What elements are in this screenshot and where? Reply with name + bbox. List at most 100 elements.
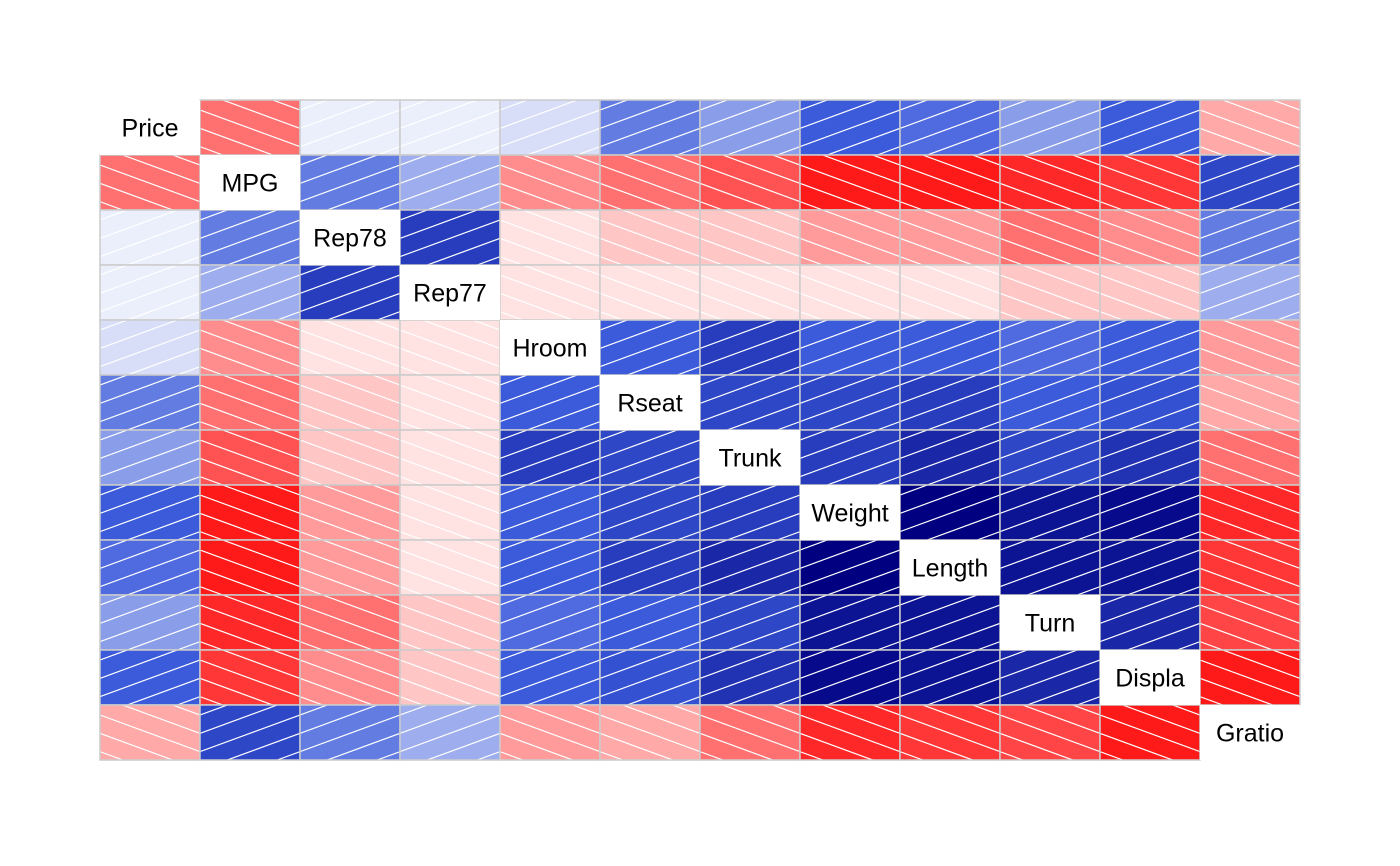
- cell-hatch-rep77-trunk: [699, 264, 801, 321]
- cell-hatch-gratio-rseat: [599, 704, 701, 761]
- cell-hatch-rep77-gratio: [1199, 264, 1301, 321]
- cell-hatch-displa-rep77: [399, 649, 501, 706]
- cell-hatch-price-hroom: [499, 99, 601, 156]
- cell-hatch-length-price: [99, 539, 201, 596]
- cell-hatch-turn-rseat: [599, 594, 701, 651]
- variable-label-rep78: Rep78: [313, 225, 387, 253]
- variable-label-mpg: MPG: [222, 170, 279, 198]
- cell-hatch-weight-price: [99, 484, 201, 541]
- cell-hatch-hroom-rseat: [599, 319, 701, 376]
- cell-hatch-gratio-weight: [799, 704, 901, 761]
- cell-hatch-hroom-length: [899, 319, 1001, 376]
- cell-hatch-rep78-gratio: [1199, 209, 1301, 266]
- cell-hatch-hroom-turn: [999, 319, 1101, 376]
- cell-hatch-length-displa: [1099, 539, 1201, 596]
- cell-hatch-rep77-rep78: [299, 264, 401, 321]
- cell-hatch-hroom-rep78: [299, 319, 401, 376]
- cell-hatch-turn-length: [899, 594, 1001, 651]
- cell-hatch-trunk-rep78: [299, 429, 401, 486]
- cell-hatch-rseat-turn: [999, 374, 1101, 431]
- cell-hatch-trunk-mpg: [199, 429, 301, 486]
- cell-hatch-mpg-price: [99, 154, 201, 211]
- diagonal-cell-hroom: [500, 320, 600, 375]
- cell-hatch-trunk-gratio: [1199, 429, 1301, 486]
- variable-label-rseat: Rseat: [617, 390, 682, 418]
- cell-hatch-length-hroom: [499, 539, 601, 596]
- cell-hatch-turn-rep77: [399, 594, 501, 651]
- cell-hatch-rseat-trunk: [699, 374, 801, 431]
- cell-hatch-hroom-gratio: [1199, 319, 1301, 376]
- cell-hatch-trunk-price: [99, 429, 201, 486]
- cell-hatch-rep77-length: [899, 264, 1001, 321]
- cell-hatch-rep78-hroom: [499, 209, 601, 266]
- cell-hatch-weight-rseat: [599, 484, 701, 541]
- cell-hatch-rep78-mpg: [199, 209, 301, 266]
- cell-hatch-weight-trunk: [699, 484, 801, 541]
- correlation-cells: [99, 99, 1301, 761]
- cell-hatch-turn-rep78: [299, 594, 401, 651]
- cell-hatch-weight-hroom: [499, 484, 601, 541]
- variable-label-length: Length: [912, 555, 988, 583]
- cell-hatch-weight-rep78: [299, 484, 401, 541]
- diagonal-cell-rep77: [400, 265, 500, 320]
- cell-hatch-rseat-mpg: [199, 374, 301, 431]
- diagonal-cell-trunk: [700, 430, 800, 485]
- cell-hatch-turn-gratio: [1199, 594, 1301, 651]
- cell-hatch-rep77-turn: [999, 264, 1101, 321]
- cell-hatch-displa-mpg: [199, 649, 301, 706]
- cell-hatch-gratio-rep77: [399, 704, 501, 761]
- cell-hatch-weight-mpg: [199, 484, 301, 541]
- variable-labels: Price MPG Rep78 Rep77 Hroom Rseat Trunk Weight L…: [100, 100, 1300, 760]
- diagonal-cell-rep78: [300, 210, 400, 265]
- variable-label-rep77: Rep77: [413, 280, 487, 308]
- cell-hatch-rseat-hroom: [499, 374, 601, 431]
- cell-hatch-displa-weight: [799, 649, 901, 706]
- cell-hatch-trunk-length: [899, 429, 1001, 486]
- cell-hatch-price-weight: [799, 99, 901, 156]
- cell-hatch-mpg-weight: [799, 154, 901, 211]
- cell-hatch-hroom-weight: [799, 319, 901, 376]
- cell-hatch-displa-turn: [999, 649, 1101, 706]
- cell-hatch-price-mpg: [199, 99, 301, 156]
- cell-hatch-trunk-hroom: [499, 429, 601, 486]
- cell-hatch-rep78-trunk: [699, 209, 801, 266]
- cell-hatch-gratio-price: [99, 704, 201, 761]
- cell-hatch-length-turn: [999, 539, 1101, 596]
- cell-hatch-trunk-rep77: [399, 429, 501, 486]
- cell-hatch-price-length: [899, 99, 1001, 156]
- diagonal-cell-weight: [800, 485, 900, 540]
- cell-hatch-gratio-mpg: [199, 704, 301, 761]
- cell-hatch-rseat-rep78: [299, 374, 401, 431]
- cell-hatch-length-gratio: [1199, 539, 1301, 596]
- cell-hatch-price-gratio: [1199, 99, 1301, 156]
- diagonal-cell-mpg: [200, 155, 300, 210]
- cell-hatch-gratio-length: [899, 704, 1001, 761]
- cell-hatch-length-rseat: [599, 539, 701, 596]
- cell-hatch-weight-rep77: [399, 484, 501, 541]
- cell-hatch-rep77-displa: [1099, 264, 1201, 321]
- cell-hatch-rep77-hroom: [499, 264, 601, 321]
- cell-hatch-rep78-turn: [999, 209, 1101, 266]
- cell-hatch-gratio-trunk: [699, 704, 801, 761]
- variable-label-price: Price: [122, 115, 179, 143]
- cell-hatch-turn-displa: [1099, 594, 1201, 651]
- diagonal-cell-turn: [1000, 595, 1100, 650]
- cell-hatch-displa-hroom: [499, 649, 601, 706]
- cell-hatch-price-trunk: [699, 99, 801, 156]
- variable-label-hroom: Hroom: [512, 335, 587, 363]
- cell-hatch-mpg-length: [899, 154, 1001, 211]
- diagonal-cell-length: [900, 540, 1000, 595]
- cell-hatch-mpg-trunk: [699, 154, 801, 211]
- diagonal-cell-price: [100, 100, 200, 155]
- cell-hatch-turn-hroom: [499, 594, 601, 651]
- cell-hatch-mpg-turn: [999, 154, 1101, 211]
- cell-hatch-hroom-price: [99, 319, 201, 376]
- cell-hatch-rep78-rseat: [599, 209, 701, 266]
- cell-hatch-length-rep77: [399, 539, 501, 596]
- cell-hatch-turn-weight: [799, 594, 901, 651]
- cell-hatch-hroom-displa: [1099, 319, 1201, 376]
- cell-hatch-rseat-length: [899, 374, 1001, 431]
- cell-hatch-turn-mpg: [199, 594, 301, 651]
- cell-hatch-gratio-rep78: [299, 704, 401, 761]
